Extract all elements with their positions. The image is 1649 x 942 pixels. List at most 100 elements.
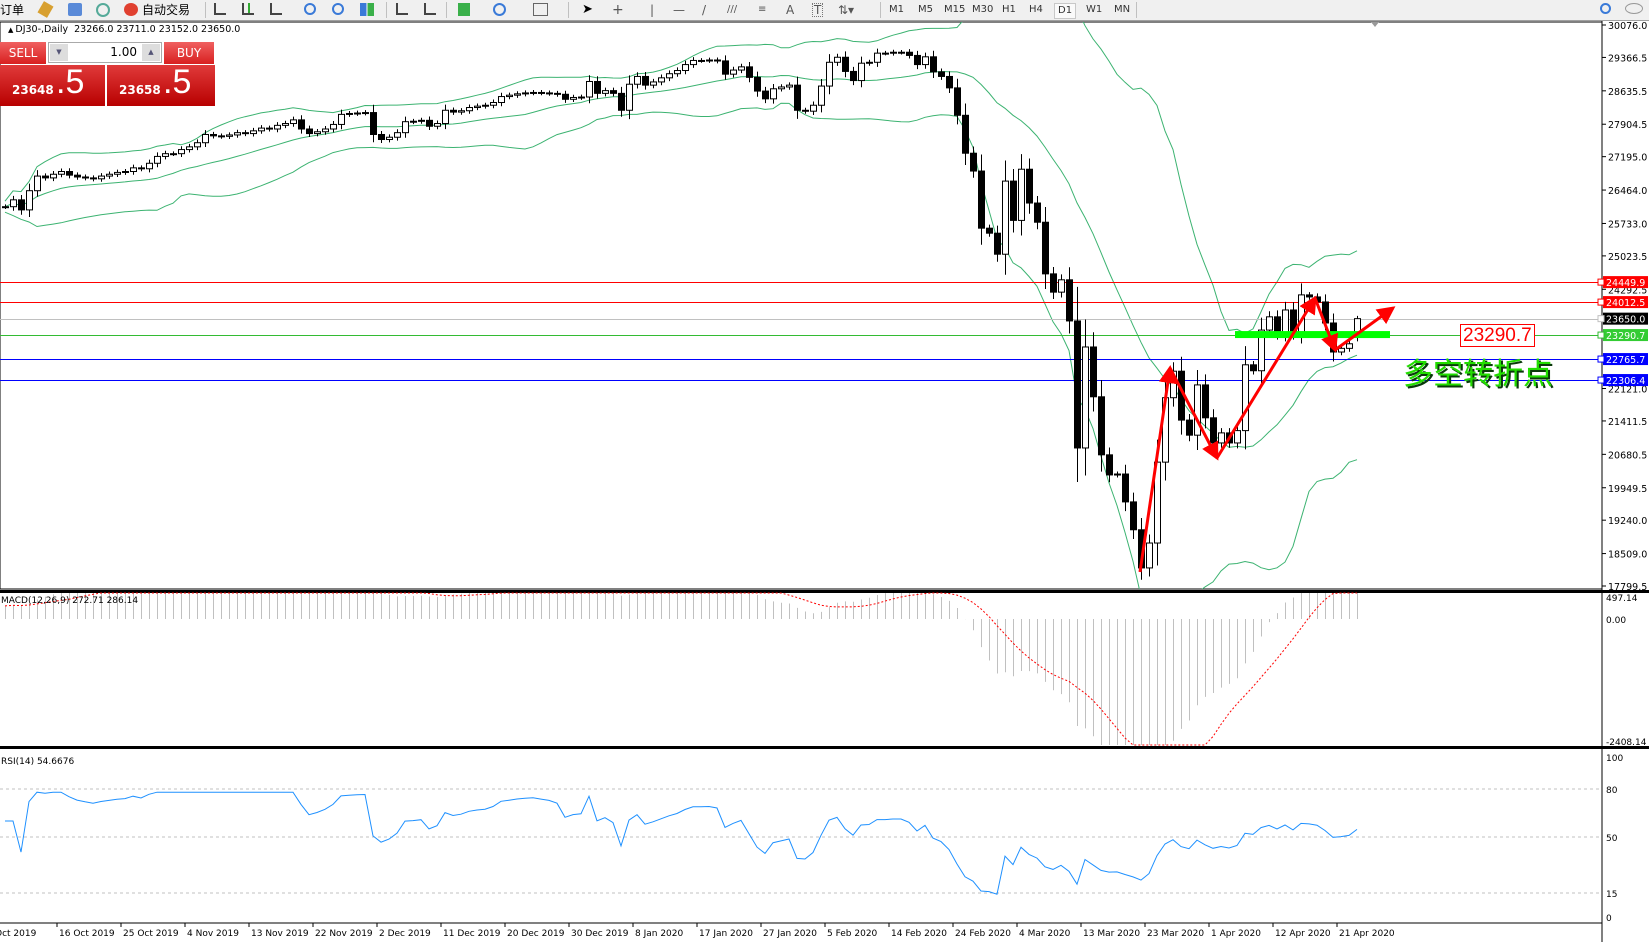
decrease-lot-button[interactable]: ▼ <box>50 44 68 61</box>
buy-button[interactable]: BUY <box>164 42 214 64</box>
candle-body <box>898 51 905 54</box>
toolbar-separator <box>386 2 387 18</box>
candle <box>658 74 665 86</box>
candle <box>570 94 577 103</box>
candle-body <box>1042 221 1049 275</box>
arrows-icon[interactable]: ⇅▾ <box>838 3 855 17</box>
timeframe-d1[interactable]: D1 <box>1054 3 1077 19</box>
equidistant-channel-icon[interactable]: /// <box>727 4 738 15</box>
candle <box>386 134 393 143</box>
signals-icon[interactable] <box>96 3 110 17</box>
pane-separator <box>0 746 1649 749</box>
increase-lot-button[interactable]: ▲ <box>142 44 160 61</box>
price-label: 24292.5 <box>1608 285 1647 296</box>
candle <box>530 90 537 96</box>
horizontal-line-icon[interactable]: — <box>673 3 685 17</box>
macd-scale-label: -2408.14 <box>1606 738 1647 748</box>
candle <box>698 58 705 63</box>
timeframe-mn[interactable]: MN <box>1114 4 1131 15</box>
timeframe-m30[interactable]: M30 <box>972 4 994 15</box>
buy-price-button[interactable]: 23658 .5 <box>107 63 215 106</box>
candle <box>1034 195 1041 230</box>
candle-body <box>266 127 273 130</box>
symbol-label: DJ30-,Daily <box>15 24 69 35</box>
price-level-tag <box>1603 296 1648 309</box>
tile-windows-icon[interactable] <box>360 3 374 16</box>
candle <box>738 63 745 74</box>
indicators-icon[interactable] <box>458 3 470 16</box>
zoom-in-icon[interactable] <box>304 3 316 15</box>
candle-body <box>1034 202 1041 223</box>
candle-body <box>346 112 353 115</box>
line-chart-icon[interactable] <box>270 3 282 15</box>
candle-body <box>1274 316 1281 334</box>
candle <box>474 103 481 111</box>
candle-body <box>962 114 969 154</box>
timeframe-w1[interactable]: W1 <box>1086 4 1103 15</box>
text-icon[interactable]: A <box>786 3 795 17</box>
lot-size-input[interactable]: 1.00 <box>110 45 137 59</box>
candlestick-chart-icon[interactable] <box>242 3 254 15</box>
level-handle <box>1597 355 1605 363</box>
candle-body <box>1074 320 1081 449</box>
candle-body <box>754 76 761 92</box>
pivot-annotation-text[interactable]: 多空转折点 <box>1403 357 1553 392</box>
candle <box>330 121 337 133</box>
bb-middle-band <box>4 70 1358 448</box>
candle-body <box>626 83 633 111</box>
timeframe-m15[interactable]: M15 <box>944 4 966 15</box>
collapse-triangle-icon[interactable]: ▲ <box>8 26 14 34</box>
timeframe-h4[interactable]: H4 <box>1029 4 1043 15</box>
zoom-out-icon[interactable] <box>332 3 344 15</box>
candle-body <box>242 132 249 135</box>
periods-icon[interactable] <box>493 3 506 16</box>
candle-body <box>570 96 577 100</box>
autotrading-button[interactable]: 自动交易 <box>142 3 191 17</box>
new-order-button[interactable]: 订单 <box>0 3 25 17</box>
candle <box>322 126 329 135</box>
crosshair-icon[interactable]: + <box>612 2 624 18</box>
time-label: 12 Apr 2020 <box>1275 929 1331 939</box>
timeframe-h1[interactable]: H1 <box>1002 4 1016 15</box>
level-handle <box>1597 298 1605 306</box>
candle-body <box>434 123 441 127</box>
autotrading-icon[interactable] <box>124 3 138 16</box>
text-label-icon[interactable]: T <box>812 3 824 17</box>
templates-icon[interactable] <box>533 3 548 16</box>
candle-body <box>322 128 329 133</box>
candle <box>114 169 121 177</box>
metaeditor-icon[interactable] <box>37 1 54 18</box>
fibonacci-icon[interactable]: ≡ <box>758 4 767 15</box>
candle-body <box>1050 273 1057 293</box>
sell-price-button[interactable]: 23648 .5 <box>0 63 105 106</box>
candle <box>1186 414 1193 442</box>
bar-chart-icon[interactable] <box>214 3 226 15</box>
search-icon[interactable] <box>1600 3 1611 14</box>
candle-body <box>338 113 345 125</box>
cursor-icon[interactable]: ➤ <box>582 2 593 17</box>
chat-icon[interactable] <box>1625 3 1643 14</box>
candle-body <box>1106 454 1113 476</box>
time-label: 27 Jan 2020 <box>763 929 817 939</box>
candle <box>1002 160 1009 275</box>
chart-header: ▲ DJ30-,Daily 23266.0 23711.0 23152.0 236… <box>8 24 240 35</box>
candle <box>834 53 841 66</box>
autoscroll-icon[interactable] <box>396 3 408 15</box>
chart-window[interactable]: 30076.0 29366.5 28635.5 27904.5 27195.0 26464… <box>0 21 1649 942</box>
candle <box>666 70 673 82</box>
candle-body <box>578 96 585 99</box>
lot-size-stepper[interactable]: ▼ 1.00 ▲ <box>48 42 162 63</box>
candle-body <box>778 86 785 90</box>
chart-shift-icon[interactable] <box>424 3 436 15</box>
vertical-line-icon[interactable]: | <box>650 3 655 17</box>
trendline-icon[interactable]: / <box>702 3 707 17</box>
price-label: 25023.5 <box>1608 252 1647 263</box>
timeframe-m1[interactable]: M1 <box>889 4 904 15</box>
sell-button[interactable]: SELL <box>0 42 46 64</box>
terminal-icon[interactable] <box>68 3 82 16</box>
candle-body <box>890 51 897 54</box>
pivot-level-label[interactable]: 23290.7 <box>1460 324 1535 347</box>
pivot-zone-line <box>1235 331 1390 339</box>
candle <box>930 50 937 78</box>
timeframe-m5[interactable]: M5 <box>918 4 933 15</box>
